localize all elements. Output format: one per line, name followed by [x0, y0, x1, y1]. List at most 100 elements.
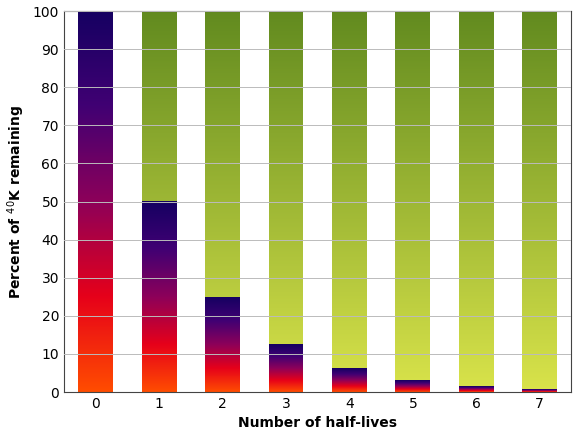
Bar	[459, 90, 494, 91]
Bar	[395, 311, 430, 312]
Bar	[268, 22, 304, 24]
Bar	[395, 257, 430, 259]
Bar	[522, 337, 557, 339]
Bar	[142, 330, 177, 331]
Bar	[205, 58, 240, 59]
Bar	[395, 288, 430, 289]
Bar	[268, 91, 304, 92]
Bar	[205, 87, 240, 89]
Bar	[142, 391, 177, 392]
Bar	[78, 190, 113, 191]
Bar	[459, 345, 494, 346]
Bar	[78, 218, 113, 219]
Bar	[522, 83, 557, 85]
Bar	[522, 76, 557, 77]
Bar	[78, 358, 113, 359]
Bar	[459, 335, 494, 336]
Bar	[78, 235, 113, 236]
Bar	[332, 81, 367, 82]
Bar	[142, 250, 177, 251]
Bar	[142, 336, 177, 337]
Bar	[332, 120, 367, 122]
Bar	[78, 199, 113, 200]
Bar	[459, 176, 494, 177]
Bar	[142, 205, 177, 207]
Bar	[459, 240, 494, 241]
Bar	[332, 381, 367, 382]
Bar	[395, 317, 430, 318]
Bar	[459, 326, 494, 327]
Bar	[78, 157, 113, 158]
Bar	[78, 310, 113, 311]
Bar	[142, 305, 177, 306]
Bar	[332, 95, 367, 96]
Bar	[205, 154, 240, 156]
Bar	[78, 290, 113, 292]
Bar	[459, 185, 494, 186]
Bar	[395, 157, 430, 158]
Y-axis label: Percent of $^{40}$K remaining: Percent of $^{40}$K remaining	[6, 104, 27, 299]
Bar	[332, 314, 367, 316]
Bar	[78, 62, 113, 63]
Bar	[522, 215, 557, 217]
Bar	[142, 43, 177, 44]
Bar	[332, 87, 367, 89]
Bar	[142, 382, 177, 383]
Bar	[78, 68, 113, 69]
Bar	[332, 168, 367, 170]
Bar	[332, 325, 367, 326]
Bar	[459, 357, 494, 358]
Bar	[522, 218, 557, 219]
Bar	[459, 53, 494, 54]
Bar	[268, 227, 304, 228]
Bar	[268, 152, 304, 153]
Bar	[332, 254, 367, 255]
Bar	[78, 90, 113, 91]
Bar	[395, 199, 430, 200]
Bar	[78, 182, 113, 184]
Bar	[78, 214, 113, 215]
Bar	[205, 35, 240, 37]
Bar	[395, 144, 430, 146]
Bar	[78, 203, 113, 204]
Bar	[142, 236, 177, 237]
Bar	[332, 265, 367, 266]
Bar	[522, 115, 557, 116]
Bar	[142, 377, 177, 378]
Bar	[395, 292, 430, 293]
Bar	[395, 334, 430, 335]
Bar	[459, 26, 494, 27]
Bar	[78, 189, 113, 190]
Bar	[459, 236, 494, 237]
Bar	[78, 298, 113, 300]
Bar	[78, 67, 113, 68]
Bar	[78, 239, 113, 241]
Bar	[459, 246, 494, 247]
Bar	[459, 78, 494, 80]
Bar	[78, 374, 113, 375]
Bar	[205, 150, 240, 151]
Bar	[78, 150, 113, 151]
Bar	[395, 255, 430, 256]
Bar	[522, 375, 557, 377]
Bar	[78, 48, 113, 49]
Bar	[205, 285, 240, 286]
Bar	[205, 361, 240, 363]
Bar	[332, 223, 367, 225]
Bar	[78, 299, 113, 300]
Bar	[395, 320, 430, 321]
Bar	[395, 385, 430, 386]
Bar	[459, 385, 494, 386]
Bar	[78, 77, 113, 78]
Bar	[395, 80, 430, 81]
Bar	[78, 225, 113, 226]
Bar	[205, 177, 240, 179]
Bar	[459, 94, 494, 95]
Bar	[268, 341, 304, 343]
Bar	[268, 41, 304, 43]
Bar	[332, 371, 367, 372]
Bar	[78, 297, 113, 298]
Bar	[142, 248, 177, 249]
Bar	[459, 391, 494, 392]
Bar	[395, 262, 430, 264]
